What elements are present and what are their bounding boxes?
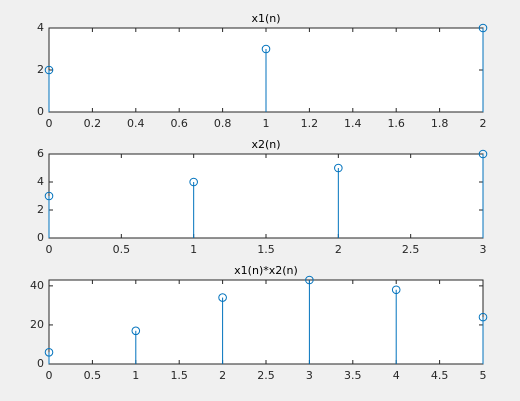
x-tick-label: 0: [46, 243, 53, 256]
x-tick-label: 0.5: [113, 243, 131, 256]
y-tick-label: 2: [37, 203, 44, 216]
x-tick-label: 1.8: [431, 117, 449, 130]
x-tick-label: 5: [480, 369, 487, 382]
y-tick-label: 0: [37, 357, 44, 370]
x-tick-label: 3.5: [344, 369, 362, 382]
subplot-title: x2(n): [251, 138, 280, 151]
stem-marker: [218, 293, 227, 302]
x-tick-label: 0.6: [170, 117, 188, 130]
stem-marker: [305, 275, 314, 285]
stem-marker: [131, 326, 141, 336]
x-tick-label: 0: [46, 369, 53, 382]
x-tick-label: 1: [263, 117, 270, 130]
y-tick-label: 0: [37, 105, 44, 118]
x-tick-label: 0: [46, 117, 53, 130]
x-tick-label: 1.5: [257, 243, 275, 256]
x-tick-label: 4: [393, 369, 400, 382]
x-tick-label: 0.8: [214, 117, 232, 130]
x-tick-label: 2: [335, 243, 342, 256]
x-tick-label: 1.5: [170, 369, 188, 382]
y-tick-label: 4: [37, 175, 44, 188]
stem-marker: [478, 312, 488, 322]
stem-marker: [261, 44, 271, 54]
x-tick-label: 0.5: [84, 369, 102, 382]
x-tick-label: 2: [480, 117, 487, 130]
y-tick-label: 6: [37, 147, 44, 160]
x-tick-label: 0.4: [127, 117, 145, 130]
x-tick-label: 1: [190, 243, 197, 256]
x-tick-label: 1.6: [387, 117, 405, 130]
subplot: x1(n) 0 0.2 0.4 0.6 0.8 1 1.2 1.4 1.6 1.8 2 0 2 4: [37, 12, 488, 130]
y-tick-label: 0: [37, 231, 44, 244]
y-tick-label: 40: [30, 279, 44, 292]
stem-marker: [44, 191, 54, 201]
subplot: x1(n)*x2(n) 0 0.5 1 1.5 2 2.5 3 3.5 4 4.5 5 0 20 40: [30, 264, 488, 382]
x-tick-label: 2.5: [402, 243, 420, 256]
stem-marker: [391, 285, 401, 295]
y-tick-label: 20: [30, 318, 44, 331]
subplot-title: x1(n)*x2(n): [234, 264, 298, 277]
x-tick-label: 1.2: [301, 117, 319, 130]
x-tick-label: 3: [306, 369, 313, 382]
stem-marker: [478, 149, 488, 159]
x-tick-label: 2: [219, 369, 226, 382]
x-tick-label: 1.4: [344, 117, 362, 130]
stem-marker: [478, 23, 488, 33]
subplot: x2(n) 0 0.5 1 1.5 2 2.5 3 0 2 4 6: [37, 138, 488, 256]
x-tick-label: 2.5: [257, 369, 275, 382]
subplot-title: x1(n): [251, 12, 280, 25]
x-tick-label: 3: [480, 243, 487, 256]
stem-marker: [334, 163, 343, 173]
y-tick-label: 4: [37, 21, 44, 34]
x-tick-label: 1: [132, 369, 139, 382]
x-tick-label: 0.2: [84, 117, 102, 130]
plot-area: [49, 154, 483, 238]
x-tick-label: 4.5: [431, 369, 449, 382]
stem-marker: [44, 65, 54, 75]
stem-marker: [189, 177, 198, 187]
plot-area: [49, 280, 483, 364]
stem-marker: [44, 347, 54, 357]
y-tick-label: 2: [37, 63, 44, 76]
